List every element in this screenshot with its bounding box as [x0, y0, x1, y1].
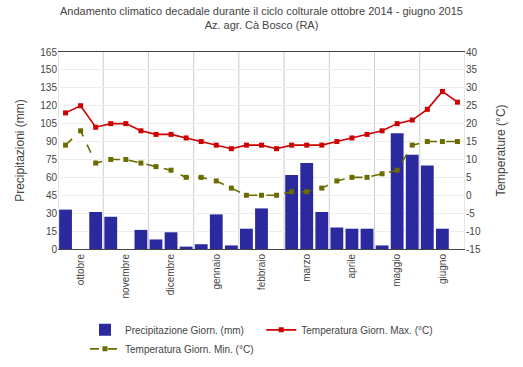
svg-text:25: 25: [466, 100, 478, 111]
svg-text:5: 5: [466, 172, 472, 183]
svg-text:0: 0: [51, 244, 57, 255]
svg-text:aprile: aprile: [346, 254, 357, 279]
svg-text:giugno: giugno: [437, 254, 448, 284]
svg-text:Andamento climatico decadale d: Andamento climatico decadale durante il …: [60, 5, 463, 31]
svg-text:maggio: maggio: [391, 254, 402, 287]
svg-text:ottobre: ottobre: [75, 254, 86, 286]
svg-text:marzo: marzo: [301, 254, 312, 282]
svg-text:30: 30: [46, 208, 58, 219]
svg-text:-10: -10: [466, 226, 481, 237]
svg-text:novembre: novembre: [120, 254, 131, 299]
svg-text:10: 10: [466, 154, 478, 165]
svg-text:105: 105: [40, 118, 57, 129]
svg-text:Temperatura Giorn. Min. (°C): Temperatura Giorn. Min. (°C): [125, 344, 253, 355]
svg-text:165: 165: [40, 47, 57, 58]
svg-text:gennaio: gennaio: [211, 254, 222, 290]
svg-text:-15: -15: [466, 244, 481, 255]
svg-text:dicembre: dicembre: [165, 254, 176, 296]
svg-text:-5: -5: [466, 208, 475, 219]
svg-text:150: 150: [40, 64, 57, 75]
svg-text:Temperature (°C): Temperature (°C): [494, 104, 508, 196]
svg-text:Temperatura Giorn. Max. (°C): Temperatura Giorn. Max. (°C): [301, 325, 432, 336]
svg-text:35: 35: [466, 64, 478, 75]
svg-text:30: 30: [466, 82, 478, 93]
svg-text:75: 75: [46, 154, 58, 165]
svg-text:15: 15: [466, 136, 478, 147]
svg-text:45: 45: [46, 190, 58, 201]
svg-text:135: 135: [40, 82, 57, 93]
svg-text:40: 40: [466, 47, 478, 58]
svg-text:90: 90: [46, 136, 58, 147]
svg-text:60: 60: [46, 172, 58, 183]
svg-text:Precipitazione Giorn. (mm): Precipitazione Giorn. (mm): [125, 325, 244, 336]
svg-text:0: 0: [466, 190, 472, 201]
svg-text:febbraio: febbraio: [256, 254, 267, 291]
svg-text:Precipitazioni (mm): Precipitazioni (mm): [13, 99, 27, 202]
svg-text:15: 15: [46, 226, 58, 237]
svg-text:120: 120: [40, 100, 57, 111]
svg-text:20: 20: [466, 118, 478, 129]
